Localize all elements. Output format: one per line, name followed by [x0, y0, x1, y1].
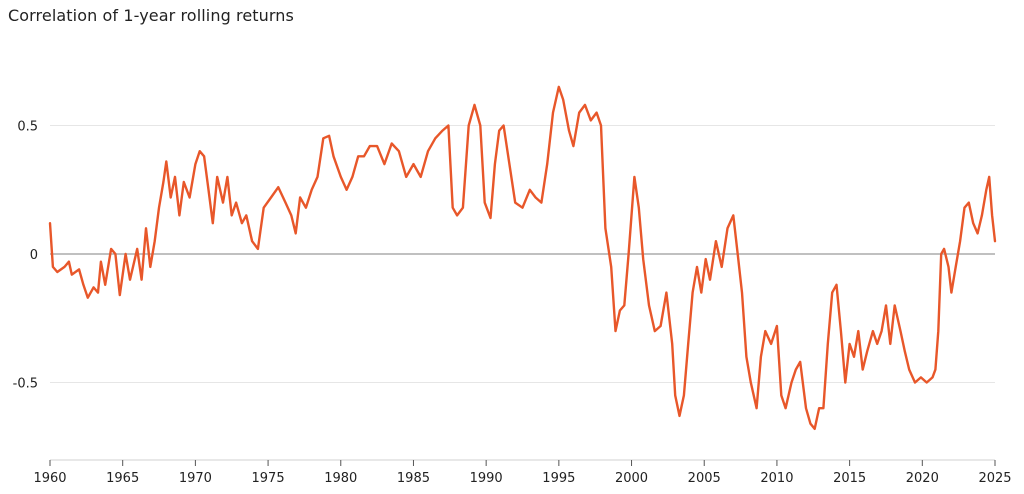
x-tick-label: 2025 [978, 471, 1011, 486]
y-tick-label: 0 [30, 248, 38, 263]
x-tick-label: 2005 [688, 471, 721, 486]
x-tick-label: 2010 [760, 471, 793, 486]
x-tick-label: 1995 [542, 471, 575, 486]
x-tick-label: 2020 [906, 471, 939, 486]
x-tick-label: 2015 [833, 471, 866, 486]
y-tick-label: 0.5 [17, 120, 38, 135]
series-line [48, 85, 997, 430]
series-layer [48, 85, 997, 430]
chart-title: Correlation of 1-year rolling returns [8, 6, 294, 25]
x-tick-label: 1975 [252, 471, 285, 486]
y-axis-ticks: 0.5 0 -0.5 [13, 120, 38, 392]
x-tick-label: 1970 [179, 471, 212, 486]
x-axis-ticks: 1960 1965 1970 1975 1980 1985 1990 1995 2000 2005… [33, 460, 1012, 486]
x-tick-label: 1965 [106, 471, 139, 486]
x-tick-label: 2000 [615, 471, 648, 486]
x-tick-label: 1990 [470, 471, 503, 486]
gridlines [50, 125, 995, 461]
y-tick-label: -0.5 [13, 377, 38, 392]
x-tick-label: 1960 [33, 471, 66, 486]
x-tick-label: 1985 [397, 471, 430, 486]
x-tick-label: 1980 [324, 471, 357, 486]
